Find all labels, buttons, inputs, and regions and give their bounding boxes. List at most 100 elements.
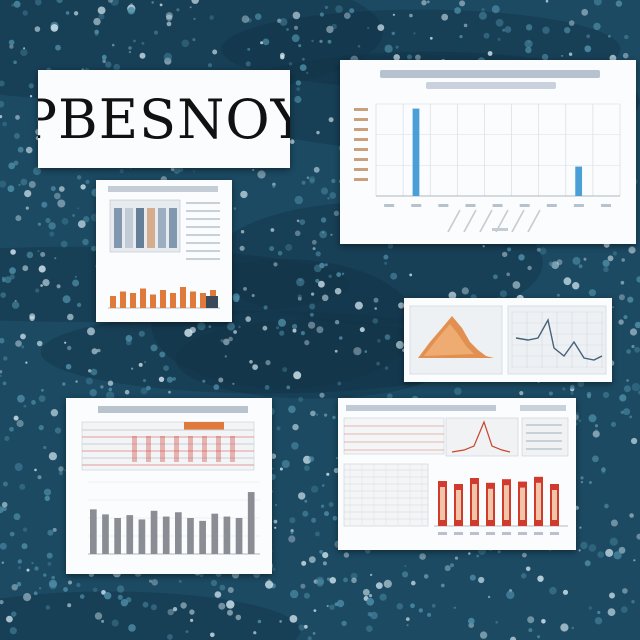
rotated-label-blur [479,209,493,233]
bubble [13,513,21,521]
bubble [0,600,4,605]
bubble [127,6,136,15]
axis-label-blur [354,108,368,111]
bubble [58,471,64,476]
bubble [431,603,436,608]
bubble [561,54,564,57]
bubble [2,121,7,127]
bubble [631,437,638,445]
bubble [288,405,296,414]
bubble [170,167,175,172]
bubble [168,390,171,394]
bubble [28,83,34,89]
tick-label-blur [470,532,479,535]
bubble [593,0,602,6]
bubble [20,333,26,340]
bubble [279,330,285,336]
bubble [2,481,8,487]
bubble [549,586,557,595]
bubble [387,243,394,249]
bubble [47,562,52,566]
bubble [308,456,315,462]
bubble [603,266,609,273]
line-plot [515,318,603,361]
bubble [146,385,151,391]
bubble [335,457,338,460]
bubble [518,254,525,261]
bubble [580,541,588,550]
bubble [373,297,379,303]
bubble [21,345,25,349]
legend-line-blur [526,424,562,426]
bubble [595,428,598,431]
bubble [43,573,47,577]
bubble [481,8,485,12]
bubble [578,419,582,423]
bubble [278,318,286,327]
table-cell-mark [160,436,165,462]
bubble [9,44,14,49]
bubble [383,254,389,260]
bubble [319,39,323,44]
bubble [556,293,560,297]
bubble [263,305,268,310]
bubble [504,26,512,33]
bubble [302,57,305,61]
bubble [384,334,391,340]
chart-bar [190,291,196,308]
bubble [67,603,72,608]
chart-grid [511,311,604,368]
bubble [506,272,511,277]
bubble [124,389,130,395]
chart-bar-inner [440,487,445,520]
blurred-heading-right [520,405,566,411]
bubble [33,591,38,596]
bubble [333,210,340,216]
bubble [33,167,41,176]
bubble [101,54,107,60]
bubble [410,603,415,609]
bubble [301,560,307,566]
bubble [594,424,599,428]
bubble [38,395,46,402]
bubble [116,585,125,593]
bubble [50,186,56,192]
bubble [588,606,593,610]
bubble [167,608,174,616]
bubble [579,526,582,529]
bubble [119,168,124,174]
bubble [478,576,485,584]
bottom-right-charts [343,417,569,535]
bubble [61,217,69,225]
bubble [23,404,27,408]
bubble [21,543,28,550]
bubble [369,573,373,577]
bubble [318,280,325,288]
bubble [0,80,5,87]
bubble [299,219,306,226]
bubble [8,162,16,170]
bubble [239,245,245,251]
bubble [113,63,120,71]
axis-title-blur [492,228,508,231]
bubble [94,29,99,35]
peak-line-plot [451,420,511,453]
bubble [586,34,591,39]
bubble [502,251,508,258]
bubble [111,619,119,627]
bubble [512,281,521,289]
bubble [292,328,297,333]
bubble [165,12,173,20]
bubble [525,24,533,31]
bubble [315,413,319,416]
bubble [0,370,3,374]
bubble [280,52,285,58]
bubble [478,11,487,20]
bubble [328,274,332,278]
bubble [610,519,618,527]
bubble [545,0,549,3]
bubble [572,256,581,265]
bubble [17,146,24,153]
bubble [426,0,430,4]
bubble [11,3,15,7]
